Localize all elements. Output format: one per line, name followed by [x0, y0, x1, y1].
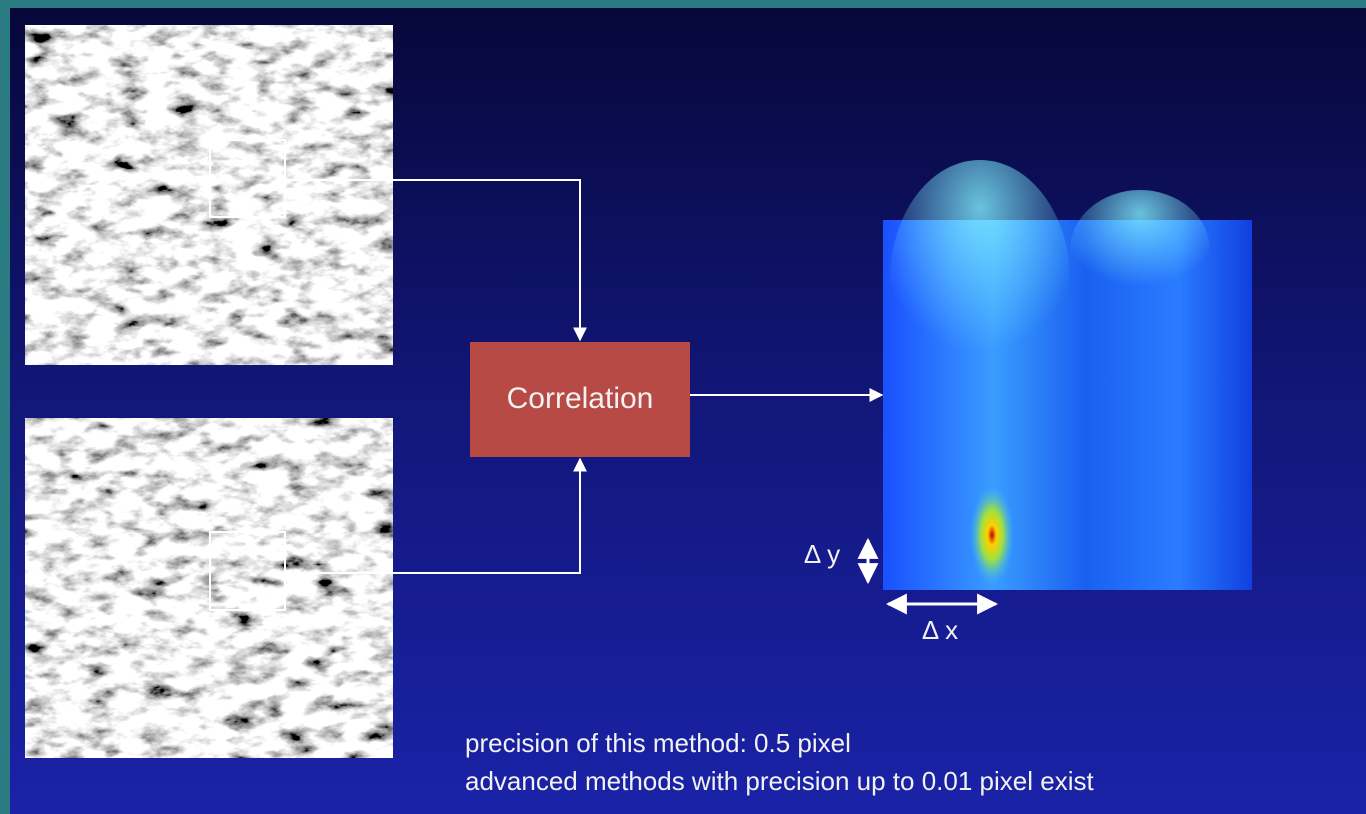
note: precision of this method: 0.5 pixel: [465, 728, 851, 758]
correlation-peak: [970, 485, 1014, 585]
delta-y-label: Δ y: [804, 539, 840, 569]
map-highlight: [1070, 190, 1210, 310]
delta-x-label: Δ x: [922, 615, 958, 645]
note: advanced methods with precision up to 0.…: [465, 766, 1094, 796]
slide: Correlation Δ y Δ x precision of this me…: [0, 0, 1366, 814]
map-highlight: [890, 160, 1070, 400]
box-label: Correlation: [507, 382, 654, 415]
